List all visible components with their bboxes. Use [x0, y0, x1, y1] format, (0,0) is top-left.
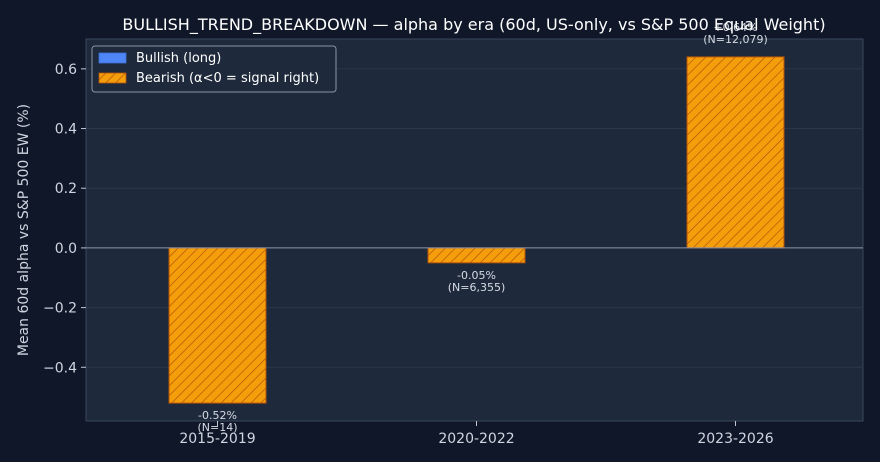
y-tick-label: 0.4: [55, 122, 77, 138]
legend-swatch-bullish: [98, 52, 127, 64]
x-tick-label: 2023-2026: [697, 431, 773, 447]
data-labels: -0.52%(N=14) -0.05%(N=6,355) +0.64%(N=12,0…: [197, 21, 767, 434]
y-axis-ticks: −0.4 −0.2 0.0 0.2 0.4 0.6: [43, 62, 86, 376]
bar-bearish-2023-2026: [686, 56, 785, 249]
x-axis-ticks: 2015-2019 2020-2022 2023-2026: [179, 421, 774, 447]
bar-bearish-2020-2022: [427, 247, 526, 264]
data-label-n: (N=12,079): [703, 33, 768, 46]
y-tick-label: 0.6: [55, 62, 77, 78]
legend-label-bearish: Bearish (α<0 = signal right): [136, 71, 319, 86]
x-tick-label: 2015-2019: [179, 431, 255, 447]
legend-swatch-bearish: [98, 72, 127, 84]
data-label-value: -0.05%: [457, 269, 496, 282]
x-tick-label: 2020-2022: [438, 431, 514, 447]
data-label-n: (N=14): [197, 421, 237, 434]
data-label-value: +0.64%: [713, 21, 757, 34]
legend-box: [91, 45, 337, 93]
bars: [168, 56, 785, 404]
legend-label-bullish: Bullish (long): [136, 51, 221, 66]
y-tick-label: 0.0: [55, 241, 77, 257]
legend: Bullish (long) Bearish (α<0 = signal rig…: [91, 45, 337, 93]
y-tick-label: −0.4: [43, 360, 77, 376]
y-tick-label: −0.2: [43, 301, 77, 317]
bar-bearish-2015-2019: [168, 247, 267, 404]
data-label-n: (N=6,355): [448, 281, 506, 294]
chart-title: BULLISH_TREND_BREAKDOWN — alpha by era (…: [122, 15, 825, 35]
y-axis-label: Mean 60d alpha vs S&P 500 EW (%): [16, 104, 32, 356]
data-label-value: -0.52%: [198, 409, 237, 422]
y-tick-label: 0.2: [55, 181, 77, 197]
